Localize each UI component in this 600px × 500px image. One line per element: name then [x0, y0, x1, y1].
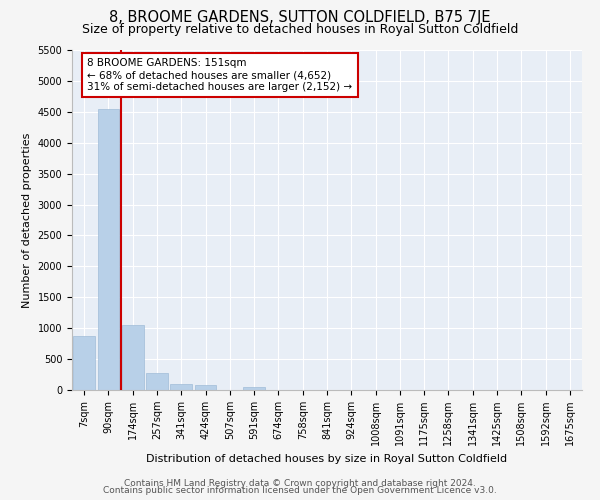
Bar — [170, 384, 192, 390]
X-axis label: Distribution of detached houses by size in Royal Sutton Coldfield: Distribution of detached houses by size … — [146, 454, 508, 464]
Text: Contains public sector information licensed under the Open Government Licence v3: Contains public sector information licen… — [103, 486, 497, 495]
Bar — [243, 386, 265, 390]
Bar — [146, 372, 168, 390]
Bar — [122, 325, 143, 390]
Bar — [194, 385, 217, 390]
Bar — [97, 110, 119, 390]
Y-axis label: Number of detached properties: Number of detached properties — [22, 132, 32, 308]
Text: 8, BROOME GARDENS, SUTTON COLDFIELD, B75 7JE: 8, BROOME GARDENS, SUTTON COLDFIELD, B75… — [109, 10, 491, 25]
Text: Size of property relative to detached houses in Royal Sutton Coldfield: Size of property relative to detached ho… — [82, 22, 518, 36]
Text: 8 BROOME GARDENS: 151sqm
← 68% of detached houses are smaller (4,652)
31% of sem: 8 BROOME GARDENS: 151sqm ← 68% of detach… — [88, 58, 352, 92]
Bar — [73, 336, 95, 390]
Text: Contains HM Land Registry data © Crown copyright and database right 2024.: Contains HM Land Registry data © Crown c… — [124, 478, 476, 488]
